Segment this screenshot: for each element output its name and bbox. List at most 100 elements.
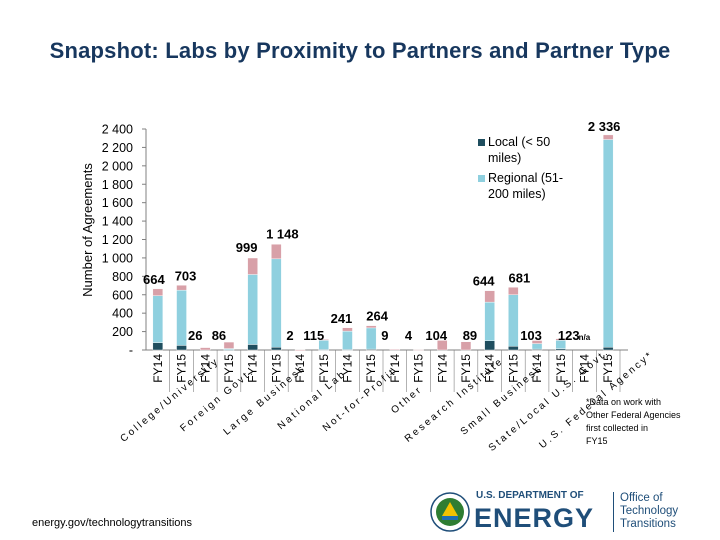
bar-segment-other [413, 349, 424, 351]
y-tick-label: 1 600 [102, 196, 133, 210]
footnote-text: FY15 [586, 436, 608, 446]
bar-segment-other [342, 327, 353, 332]
bar-total-label: n/a [579, 333, 591, 342]
office-name: Office of Technology Transitions [620, 492, 710, 531]
y-tick-label: 1 800 [102, 178, 133, 192]
bar-total-label: 664 [143, 272, 165, 287]
bar-total-label: 86 [212, 328, 226, 343]
bar-total-label: 2 [286, 328, 293, 343]
y-tick-label: 1 000 [102, 251, 133, 265]
bar-segment-local [176, 345, 187, 351]
bar-total-label: 703 [175, 268, 197, 283]
bar-segment-other [437, 340, 448, 351]
doe-dept-line: U.S. DEPARTMENT OF [476, 490, 584, 501]
footnote-text: first collected in [586, 423, 648, 433]
footnote-text: *Data on work with [586, 397, 661, 407]
x-category-label: FY15 [412, 354, 426, 383]
bar-segment-regional [342, 330, 353, 350]
bar-segment-other [318, 339, 329, 341]
y-tick-label: 2 200 [102, 141, 133, 155]
bar-segment-other [271, 244, 282, 260]
footer-url[interactable]: energy.gov/technologytransitions [32, 517, 193, 529]
x-category-label: FY14 [435, 354, 449, 383]
bar-total-label: 9 [381, 328, 388, 343]
bar-total-label: 103 [520, 328, 542, 343]
bar-total-label: 4 [405, 328, 413, 343]
x-category-label: FY15 [506, 354, 520, 383]
bar-segment-regional [484, 301, 495, 341]
x-category-label: FY14 [577, 354, 591, 383]
bar-segment-local [484, 340, 495, 351]
x-category-label: FY15 [601, 354, 615, 383]
bar-segment-other [484, 290, 495, 303]
bar-segment-local [247, 344, 258, 351]
bar-segment-regional [365, 327, 377, 350]
legend-entry-text: Regional (51- [488, 171, 563, 185]
bar-segment-regional [508, 294, 519, 347]
x-category-label: FY15 [554, 354, 568, 383]
bar-segment-regional [271, 258, 282, 348]
x-category-label: FY14 [198, 354, 212, 383]
bar-total-label: 26 [188, 328, 202, 343]
y-tick-label: 600 [112, 288, 133, 302]
bar-segment-other [602, 134, 614, 140]
y-tick-label: 200 [112, 325, 133, 339]
x-category-label: FY15 [364, 354, 378, 383]
office-line-3: Transitions [620, 518, 676, 530]
bar-segment-other [531, 340, 543, 344]
bar-segment-other [223, 341, 235, 349]
bar-segment-regional [531, 343, 543, 350]
x-category-label: FY14 [530, 354, 544, 383]
y-tick-label: 1 200 [102, 233, 133, 247]
bar-segment-regional [247, 274, 258, 345]
office-line-1: Office of [620, 492, 663, 504]
legend-swatch [478, 175, 485, 182]
agreements-chart: Number of Agreements - 200 400 600 800 1 000 1… [80, 119, 681, 454]
x-category-label: FY14 [388, 354, 402, 383]
bar-segment-regional [152, 295, 164, 343]
bar-total-label: 89 [463, 328, 477, 343]
y-tick-label: - [129, 344, 133, 358]
x-category-label: FY15 [175, 354, 189, 383]
slide-title: Snapshot: Labs by Proximity to Partners … [49, 38, 671, 63]
y-tick-label: 2 400 [102, 123, 133, 137]
x-category-label: FY14 [483, 354, 497, 383]
legend-entry-text: 200 miles) [488, 187, 546, 201]
x-category-label: FY15 [222, 354, 236, 383]
doe-logo: U.S. DEPARTMENT OF ENERGY Office of Tech… [430, 490, 700, 536]
bar-total-label: 241 [331, 311, 353, 326]
legend-entry-text: Local (< 50 [488, 135, 550, 149]
bar-total-label: 123 [558, 328, 580, 343]
office-line-2: Technology [620, 505, 679, 517]
x-category-label: FY14 [293, 354, 307, 383]
y-tick-label: 2 000 [102, 159, 133, 173]
x-category-label: FY14 [151, 354, 165, 383]
y-tick-label: 1 400 [102, 215, 133, 229]
x-category-label: FY14 [246, 354, 260, 383]
bar-total-label: 999 [236, 240, 258, 255]
bar-total-label: 681 [508, 270, 530, 285]
bar-segment-other [200, 347, 211, 351]
footnote-text: Other Federal Agencies [586, 410, 681, 420]
x-category-label: FY14 [340, 354, 354, 383]
bar-total-label: 115 [303, 328, 324, 343]
bar-segment-other [460, 341, 472, 351]
x-category-label: FY15 [269, 354, 283, 383]
y-tick-label: 800 [112, 270, 133, 284]
bar-segment-other [247, 257, 258, 275]
bar-total-label: 264 [366, 309, 388, 324]
bar-segment-local [508, 346, 519, 351]
doe-seal-icon [430, 492, 470, 532]
x-category-label: FY15 [459, 354, 473, 383]
doe-energy-wordmark: ENERGY [474, 503, 595, 533]
bar-total-label: 1 148 [266, 226, 299, 241]
bar-total-label: 104 [425, 328, 447, 343]
y-axis-title: Number of Agreements [80, 163, 95, 297]
bar-segment-other [389, 348, 401, 351]
bar-total-label: 2 336 [588, 119, 621, 134]
y-tick-label: 400 [112, 307, 133, 321]
bar-total-label: 644 [473, 274, 495, 289]
bar-segment-regional [602, 139, 614, 348]
group-label: Other [389, 384, 425, 417]
legend-entry-text: miles) [488, 151, 521, 165]
